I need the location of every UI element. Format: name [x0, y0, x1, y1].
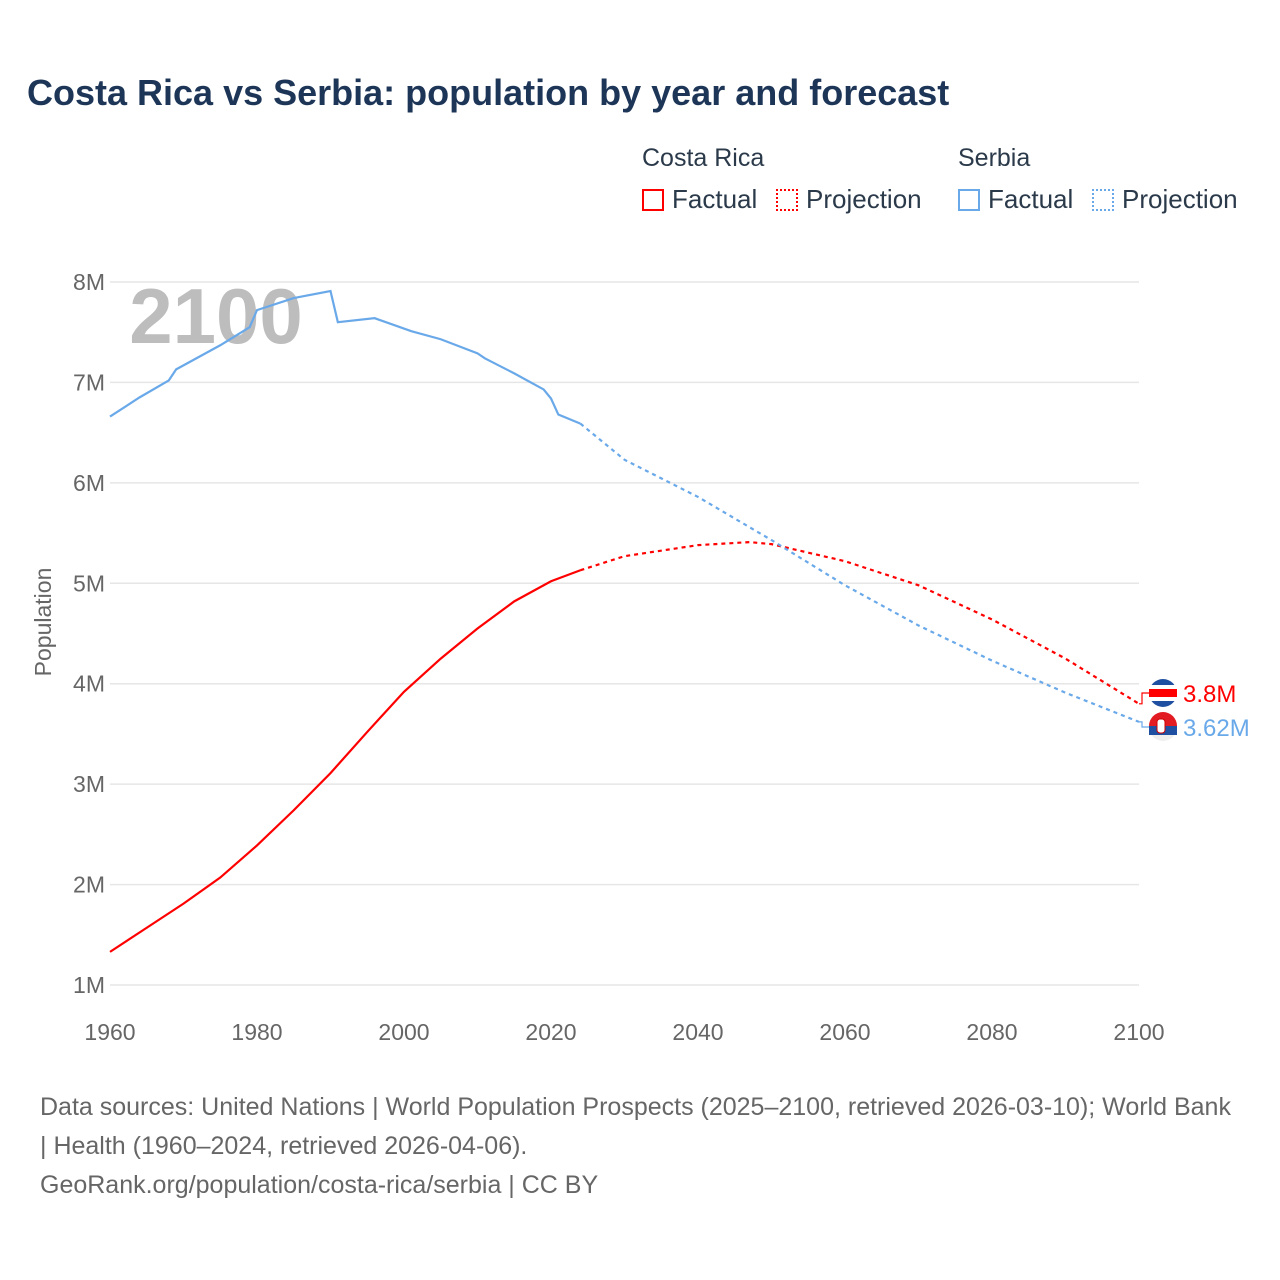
year-watermark: 2100: [129, 272, 303, 360]
legend-label: Projection: [806, 184, 922, 214]
y-tick-label: 2M: [73, 872, 105, 898]
legend-label: Factual: [988, 184, 1074, 214]
footer: Data sources: United Nations | World Pop…: [40, 1088, 1240, 1205]
flag-stripe: [1149, 689, 1177, 697]
legend-costa-rica-projection[interactable]: Projection: [776, 184, 922, 215]
data-sources: Data sources: United Nations | World Pop…: [40, 1093, 1231, 1160]
y-axis-label: Population: [30, 568, 56, 677]
y-tick-label: 8M: [73, 269, 105, 295]
x-tick-label: 2040: [672, 1019, 723, 1045]
x-tick-label: 2080: [966, 1019, 1017, 1045]
serbia-label-connector: [1139, 721, 1149, 728]
flag-emblem: [1156, 718, 1166, 734]
y-tick-label: 7M: [73, 369, 105, 395]
legend-title-costa-rica: Costa Rica: [642, 144, 765, 172]
costa-rica-label-connector: [1139, 692, 1149, 705]
x-tick-label: 2060: [819, 1019, 870, 1045]
y-tick-label: 6M: [73, 470, 105, 496]
y-tick-label: 3M: [73, 771, 105, 797]
serbia-projection-line: [579, 422, 1140, 723]
legend-serbia-projection[interactable]: Projection: [1092, 184, 1238, 215]
y-tick-label: 4M: [73, 671, 105, 697]
x-tick-label: 1960: [84, 1019, 135, 1045]
x-tick-label: 2000: [378, 1019, 429, 1045]
costa-rica-factual-line: [109, 569, 581, 953]
x-tick-label: 1980: [231, 1019, 282, 1045]
costa-rica-end-label: 3.8M: [1183, 681, 1236, 708]
source-link[interactable]: GeoRank.org/population/costa-rica/serbia…: [40, 1171, 599, 1199]
chart-title: Costa Rica vs Serbia: population by year…: [27, 72, 950, 113]
legend-title-serbia: Serbia: [958, 144, 1031, 172]
x-tick-label: 2020: [525, 1019, 576, 1045]
legend-label: Projection: [1122, 184, 1238, 214]
serbia-end-label: 3.62M: [1183, 715, 1250, 742]
legend-serbia-factual[interactable]: Factual: [958, 184, 1073, 215]
serbia-factual-line: [109, 289, 581, 425]
legend-label: Factual: [672, 184, 758, 214]
costa-rica-projection-line: [580, 541, 1140, 705]
x-tick-label: 2100: [1113, 1019, 1164, 1045]
legend-costa-rica-factual[interactable]: Factual: [642, 184, 757, 215]
y-tick-label: 5M: [73, 570, 105, 596]
y-tick-label: 1M: [73, 972, 105, 998]
